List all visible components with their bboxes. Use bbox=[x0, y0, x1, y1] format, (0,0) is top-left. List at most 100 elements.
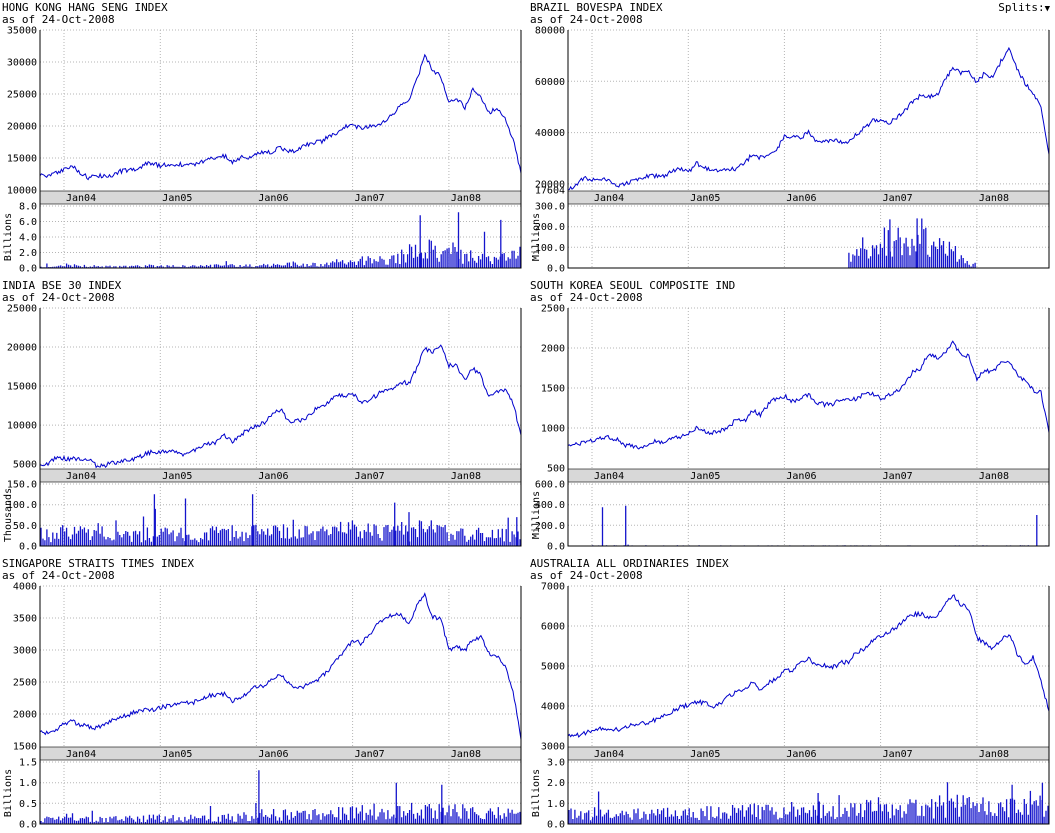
price-volume-chart: 5000 10000 15000 20000 25000 0.0 50.0 100.0 150.… bbox=[3, 304, 522, 553]
volume-bars bbox=[40, 770, 521, 824]
price-line bbox=[567, 46, 1050, 191]
chart-title: BRAZIL BOVESPA INDEX bbox=[530, 1, 663, 14]
chart-cell-4: SOUTH KOREA SEOUL COMPOSITE IND as of 24-… bbox=[528, 278, 1055, 556]
price-line bbox=[567, 340, 1050, 450]
x-axis-tick-label: Jan07 bbox=[355, 193, 385, 204]
x-axis-tick-label: Jan05 bbox=[162, 471, 192, 482]
volume-bars bbox=[40, 494, 521, 546]
chart-title: HONG KONG HANG SENG INDEX bbox=[2, 1, 168, 14]
price-axis-label: 5000 bbox=[13, 460, 37, 471]
volume-axis-label: 0.0 bbox=[19, 820, 37, 831]
splits-dropdown-arrow-icon: ▼ bbox=[1044, 4, 1050, 14]
price-axis-label: 40000 bbox=[535, 128, 565, 139]
splits-label: Splits: bbox=[998, 1, 1045, 14]
x-axis-tick-label: Jan06 bbox=[258, 471, 288, 482]
volume-axis-label: 4.0 bbox=[19, 233, 37, 244]
price-axis-label: 7000 bbox=[541, 582, 565, 593]
x-axis-tick-label: Jan08 bbox=[451, 749, 481, 760]
price-axis-label: 80000 bbox=[535, 26, 565, 37]
price-axis-label: 17604 bbox=[535, 186, 565, 197]
price-axis-label: 4000 bbox=[541, 702, 565, 713]
volume-axis-label: 1.0 bbox=[547, 799, 565, 810]
volume-axis-label: 300.0 bbox=[535, 202, 565, 213]
volume-axis-label: 100.0 bbox=[535, 243, 565, 254]
chart-asof-date: as of 24-Oct-2008 bbox=[2, 13, 115, 26]
x-axis-tick-label: Jan04 bbox=[66, 471, 96, 482]
price-axis-label: 4000 bbox=[13, 582, 37, 593]
x-axis-tick-label: Jan06 bbox=[258, 193, 288, 204]
volume-axis-label: 1.5 bbox=[19, 758, 37, 769]
price-axis-label: 35000 bbox=[7, 26, 37, 37]
x-axis-tick-label: Jan04 bbox=[66, 193, 96, 204]
volume-unit-label: Thousands bbox=[3, 488, 14, 542]
volume-axis-label: 0.0 bbox=[547, 264, 565, 275]
volume-axis-label: 6.0 bbox=[19, 217, 37, 228]
price-axis-label: 20000 bbox=[7, 343, 37, 354]
volume-axis-label: 0.0 bbox=[547, 820, 565, 831]
x-axis-tick-label: Jan04 bbox=[594, 471, 624, 482]
chart-asof-date: as of 24-Oct-2008 bbox=[530, 291, 643, 304]
price-axis-label: 2500 bbox=[541, 304, 565, 315]
chart-asof-date: as of 24-Oct-2008 bbox=[2, 291, 115, 304]
splits-control[interactable]: Splits:▼ bbox=[998, 1, 1050, 14]
price-volume-chart: 10000 15000 20000 25000 30000 35000 0.0 2.0 4.0 6… bbox=[3, 26, 522, 275]
volume-axis-label: 8.0 bbox=[19, 202, 37, 213]
x-axis-tick-label: Jan07 bbox=[883, 471, 913, 482]
price-axis-label: 1000 bbox=[541, 424, 565, 435]
x-axis-tick-label: Jan05 bbox=[690, 749, 720, 760]
chart-title: SOUTH KOREA SEOUL COMPOSITE IND bbox=[530, 279, 736, 292]
chart-cell-3: INDIA BSE 30 INDEX as of 24-Oct-2008 5000 1… bbox=[0, 278, 528, 556]
volume-axis-label: 3.0 bbox=[547, 758, 565, 769]
x-axis-tick-label: Jan04 bbox=[594, 749, 624, 760]
chart-asof-date: as of 24-Oct-2008 bbox=[530, 569, 643, 582]
volume-unit-label: Millions bbox=[531, 491, 542, 539]
price-axis-label: 10000 bbox=[7, 186, 37, 197]
price-axis-label: 60000 bbox=[535, 77, 565, 88]
x-axis-tick-label: Jan08 bbox=[979, 471, 1009, 482]
chart-cell-5: SINGAPORE STRAITS TIMES INDEX as of 24-Oc… bbox=[0, 556, 528, 833]
plot-frame bbox=[567, 308, 1050, 547]
volume-unit-label: Billions bbox=[3, 769, 14, 817]
x-axis-tick-label: Jan08 bbox=[451, 471, 481, 482]
volume-axis-label: 100.0 bbox=[7, 500, 37, 511]
chart-cell-1: HONG KONG HANG SENG INDEX as of 24-Oct-20… bbox=[0, 0, 528, 278]
volume-axis-label: 50.0 bbox=[13, 521, 37, 532]
volume-axis-label: 0.5 bbox=[19, 799, 37, 810]
volume-axis-label: 150.0 bbox=[7, 480, 37, 491]
volume-axis-label: 0.0 bbox=[19, 264, 37, 275]
volume-bars bbox=[568, 505, 1049, 546]
price-volume-chart: 1500 2000 2500 3000 3500 4000 0.0 0.5 1.0 1.5 Jan0… bbox=[3, 582, 522, 831]
price-axis-label: 1500 bbox=[541, 384, 565, 395]
chart-asof-date: as of 24-Oct-2008 bbox=[530, 13, 643, 26]
plot-frame bbox=[39, 308, 522, 547]
price-axis-label: 2000 bbox=[541, 344, 565, 355]
volume-unit-label: Billions bbox=[3, 213, 14, 261]
x-axis-tick-label: Jan06 bbox=[786, 193, 816, 204]
plot-frame bbox=[567, 30, 1050, 269]
x-axis-tick-label: Jan05 bbox=[162, 193, 192, 204]
x-axis-tick-label: Jan07 bbox=[355, 749, 385, 760]
volume-axis-label: 0.0 bbox=[547, 542, 565, 553]
x-axis-tick-label: Jan05 bbox=[690, 471, 720, 482]
x-axis-tick-label: Jan05 bbox=[162, 749, 192, 760]
price-axis-label: 10000 bbox=[7, 421, 37, 432]
chart-title: SINGAPORE STRAITS TIMES INDEX bbox=[2, 557, 195, 570]
price-volume-chart: 500 1000 1500 2000 2500 0.0 200.0 400.0 600.0 Jan… bbox=[531, 304, 1050, 553]
x-axis-tick-label: Jan06 bbox=[786, 471, 816, 482]
x-axis-tick-label: Jan08 bbox=[979, 193, 1009, 204]
volume-bars bbox=[40, 212, 521, 268]
price-axis-label: 2000 bbox=[13, 710, 37, 721]
volume-axis-label: 1.0 bbox=[19, 778, 37, 789]
price-axis-label: 1500 bbox=[13, 742, 37, 753]
volume-axis-label: 200.0 bbox=[535, 521, 565, 532]
chart-title: INDIA BSE 30 INDEX bbox=[2, 279, 122, 292]
x-axis-tick-label: Jan04 bbox=[66, 749, 96, 760]
chart-cell-2: BRAZIL BOVESPA INDEX as of 24-Oct-2008 176… bbox=[528, 0, 1055, 278]
volume-axis-label: 600.0 bbox=[535, 480, 565, 491]
volume-axis-label: 200.0 bbox=[535, 222, 565, 233]
price-axis-label: 20000 bbox=[7, 122, 37, 133]
volume-axis-label: 2.0 bbox=[547, 778, 565, 789]
